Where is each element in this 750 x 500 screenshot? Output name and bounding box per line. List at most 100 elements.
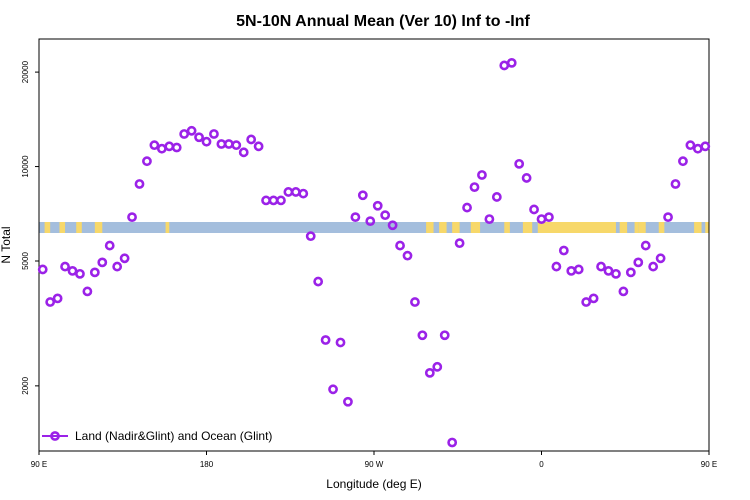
data-point [648, 261, 659, 272]
y-tick-label: 20000 [21, 60, 30, 83]
data-point [402, 250, 413, 261]
data-point [104, 240, 115, 251]
data-point [276, 195, 286, 206]
data-point [573, 264, 584, 275]
data-point [127, 212, 137, 223]
data-point [238, 147, 249, 158]
data-point [700, 141, 711, 152]
plot-frame [38, 38, 710, 452]
data-point [52, 293, 63, 304]
data-point [596, 261, 606, 272]
data-point [477, 170, 487, 180]
data-point [171, 142, 182, 153]
land-segment [694, 222, 702, 233]
data-point [216, 139, 227, 149]
data-point [365, 216, 376, 227]
data-point [499, 60, 510, 71]
y-tick-label: 10000 [21, 155, 30, 178]
data-point [357, 190, 368, 201]
land-segment [44, 222, 51, 233]
data-point [372, 200, 383, 211]
data-point [439, 330, 450, 341]
data-point [432, 361, 443, 372]
land-segment [638, 222, 646, 233]
data-point [633, 257, 644, 268]
data-point [491, 192, 502, 202]
data-point [611, 268, 621, 279]
data-point [387, 220, 398, 231]
y-axis-label: N Total [0, 226, 13, 263]
y-axis: 2000 5000 10000 20000 [21, 60, 39, 395]
data-point [37, 264, 48, 275]
y-tick-label: 5000 [21, 252, 30, 270]
data-point [179, 129, 190, 139]
data-point [164, 141, 175, 152]
data-point [655, 253, 666, 264]
data-point [618, 286, 629, 297]
y-tick-label: 2000 [21, 376, 30, 394]
data-point [678, 156, 688, 167]
land-segment [452, 222, 460, 233]
data-point [268, 195, 279, 206]
data-point [469, 182, 480, 193]
data-point [335, 337, 346, 348]
data-point [424, 367, 435, 378]
land-segment [522, 222, 533, 233]
data-point [380, 210, 391, 221]
data-point [670, 179, 681, 189]
data-point [186, 125, 197, 136]
data-point [223, 139, 234, 149]
land-segment [76, 222, 82, 233]
data-point [298, 188, 309, 199]
land-segment [426, 222, 434, 233]
land-segment [537, 222, 616, 233]
data-point [343, 396, 353, 407]
data-point [625, 267, 636, 278]
x-axis: 90 E 180 90 W 0 90 E [31, 451, 717, 469]
legend-marker [50, 431, 60, 441]
data-point [142, 156, 152, 167]
data-point [484, 214, 495, 225]
data-point [97, 257, 108, 268]
data-point [462, 202, 472, 213]
data-point [156, 143, 167, 154]
data-point [536, 214, 547, 225]
data-point [514, 158, 525, 169]
data-point [290, 187, 301, 197]
data-point [544, 212, 554, 223]
data-point [67, 265, 78, 276]
data-point [60, 261, 70, 272]
data-point [246, 134, 257, 145]
data-point [261, 195, 271, 206]
data-point [149, 140, 160, 151]
data-point [194, 132, 204, 143]
data-point [350, 212, 361, 223]
data-point [603, 265, 614, 276]
data-point [231, 140, 242, 151]
data-point [112, 261, 123, 272]
land-segment [165, 222, 170, 233]
data-point [313, 276, 324, 287]
data-point [119, 253, 130, 264]
land-segment [504, 222, 510, 233]
land-segment [705, 222, 709, 233]
legend-label: Land (Nadir&Glint) and Ocean (Glint) [75, 429, 272, 443]
land-segment [59, 222, 66, 233]
chart-title: 5N-10N Annual Mean (Ver 10) Inf to -Inf [236, 13, 530, 30]
data-point [253, 141, 264, 152]
map-strip [39, 222, 709, 233]
data-point [685, 140, 696, 151]
data-point [82, 286, 93, 297]
x-tick-label: 90 E [701, 460, 717, 469]
data-point [75, 268, 85, 279]
data-point [201, 136, 212, 147]
data-point [529, 204, 539, 215]
data-point [320, 335, 331, 345]
data-point [581, 297, 592, 307]
data-point [663, 212, 673, 223]
land-segment [619, 222, 628, 233]
land-segment [634, 222, 639, 233]
data-point [89, 267, 100, 278]
data-point [417, 330, 428, 341]
